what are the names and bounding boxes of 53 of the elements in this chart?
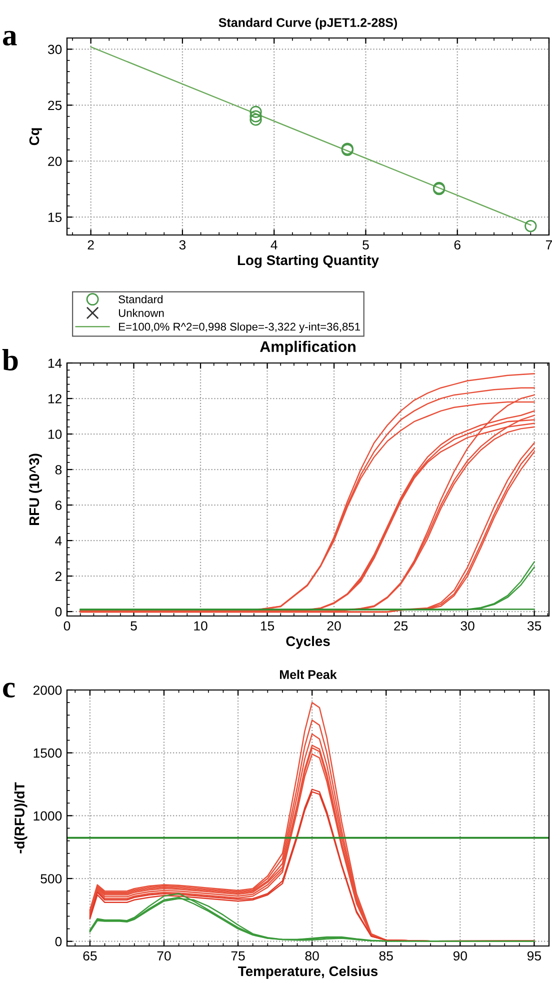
x-tick-label: 0 <box>64 621 70 631</box>
chart-title: Standard Curve (pJET1.2-28S) <box>218 18 397 30</box>
x-tick-label: 7 <box>546 240 552 250</box>
x-tick-label: 5 <box>362 240 369 250</box>
text: b <box>2 349 18 371</box>
x-tick-label: 10 <box>194 621 208 631</box>
x-tick-label: 25 <box>394 621 408 631</box>
x-tick-label: 95 <box>527 951 541 961</box>
x-tick-label: 90 <box>453 951 467 961</box>
x-tick-label: 65 <box>83 951 97 961</box>
text: a <box>2 30 17 46</box>
x-tick-label: 80 <box>305 951 319 961</box>
y-tick-label: 15 <box>48 212 62 222</box>
y-tick-label: 1500 <box>34 748 62 758</box>
x-axis-title: Temperature, Celsius <box>238 966 378 979</box>
x-tick-label: 35 <box>527 621 542 631</box>
x-tick-label: 75 <box>231 951 245 961</box>
legend-label: E=100,0% R^2=0,998 Slope=-3,322 y-int=36,851 <box>119 322 360 333</box>
y-tick-label: 6 <box>55 500 62 510</box>
chart-title: Amplification <box>260 340 356 356</box>
x-tick-label: 20 <box>327 621 341 631</box>
y-tick-label: 10 <box>48 430 62 439</box>
y-tick-label: 4 <box>55 536 62 546</box>
text: c <box>3 682 15 698</box>
x-axis-title: Cycles <box>286 636 330 649</box>
x-tick-label: 30 <box>460 621 474 631</box>
y-tick-label: 1000 <box>34 811 62 821</box>
legend-label: Unknown <box>118 308 164 317</box>
y-tick-label: 500 <box>40 874 62 884</box>
y-tick-label: 2000 <box>33 686 62 695</box>
x-tick-label: 3 <box>179 240 186 250</box>
x-tick-label: 4 <box>270 240 278 250</box>
y-tick-label: 20 <box>48 156 62 166</box>
x-tick-label: 15 <box>260 621 274 631</box>
x-tick-label: 5 <box>130 621 137 631</box>
x-tick-label: 6 <box>454 240 460 250</box>
y-tick-label: 25 <box>48 100 62 110</box>
chart-title: Melt Peak <box>280 670 337 680</box>
y-axis-title: -d(RFU)/dT <box>14 782 28 854</box>
y-tick-label: 8 <box>55 465 62 474</box>
x-tick-label: 85 <box>379 951 393 961</box>
y-tick-label: 0 <box>55 936 62 946</box>
x-axis-title: Log Starting Quantity <box>238 254 379 268</box>
x-tick-label: 70 <box>157 951 171 961</box>
y-tick-label: 2 <box>55 572 62 581</box>
y-tick-label: 0 <box>55 607 62 616</box>
y-tick-label: 14 <box>48 358 62 368</box>
legend-label: Standard <box>118 295 162 304</box>
x-tick-label: 2 <box>88 240 94 250</box>
y-tick-label: 30 <box>48 44 62 54</box>
y-axis-title: RFU (10^3) <box>28 454 42 526</box>
y-axis-title: Cq <box>29 128 42 146</box>
y-tick-label: 12 <box>48 394 62 404</box>
